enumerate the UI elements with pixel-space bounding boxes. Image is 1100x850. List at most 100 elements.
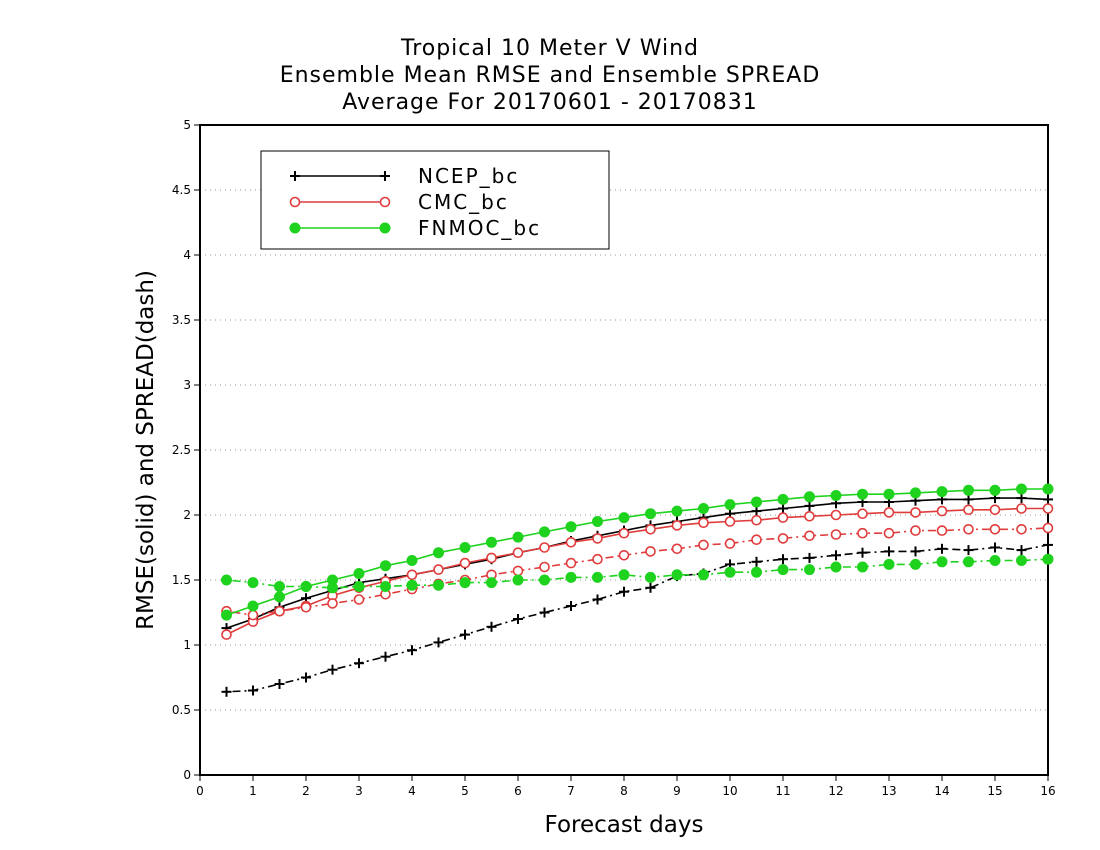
x-tick-label: 2 <box>302 784 310 798</box>
cmc-bc-spread-point <box>247 609 259 621</box>
fnmoc-bc-spread-point <box>830 561 842 573</box>
fnmoc-bc-rmse-point <box>963 484 974 496</box>
fnmoc-bc-rmse-point <box>777 493 789 505</box>
fnmoc-bc-spread-point <box>512 574 524 586</box>
x-tick-label: 5 <box>461 784 469 798</box>
fnmoc-bc-rmse-point <box>433 547 444 559</box>
x-tick-label: 3 <box>355 784 363 798</box>
cmc-bc-spread-point <box>618 549 630 561</box>
fnmoc-bc-rmse-line <box>226 488 1048 616</box>
ncep-bc-rmse-point <box>804 500 815 511</box>
cmc-bc-rmse-point <box>751 514 762 526</box>
fnmoc-bc-rmse-point <box>1042 483 1054 495</box>
cmc-bc-rmse-point <box>989 504 1001 516</box>
fnmoc-bc-spread-point <box>804 564 815 576</box>
y-tick-label: 0.5 <box>172 703 191 717</box>
fnmoc-bc-rmse-point <box>539 526 550 538</box>
fnmoc-bc-rmse-point <box>592 516 603 527</box>
cmc-bc-spread-point <box>883 527 895 539</box>
cmc-bc-rmse-point <box>698 517 709 529</box>
fnmoc-bc-spread-point <box>910 558 921 570</box>
fnmoc-bc-rmse-point <box>353 568 365 579</box>
cmc-bc-rmse-point <box>645 523 656 535</box>
ncep-bc-rmse-point <box>751 506 762 517</box>
fnmoc-bc-rmse-point <box>883 488 895 500</box>
fnmoc-bc-rmse-point <box>671 505 683 517</box>
fnmoc-bc-spread-point <box>618 569 630 581</box>
x-tick-label: 4 <box>408 784 416 798</box>
fnmoc-bc-rmse-point <box>406 555 418 566</box>
y-tick-label: 3 <box>183 378 191 392</box>
cmc-bc-spread-point <box>1016 523 1027 535</box>
y-tick-label: 2.5 <box>172 443 191 457</box>
cmc-bc-spread-point <box>910 525 921 536</box>
fnmoc-bc-spread-point <box>671 569 683 581</box>
ncep-bc-spread-point <box>407 645 417 656</box>
fnmoc-bc-rmse-point <box>989 484 1001 496</box>
ncep-bc-spread-line <box>226 544 1049 693</box>
x-tick-label: 9 <box>673 784 681 798</box>
chart-title-line-3: Average For 20170601 - 20170831 <box>342 90 758 115</box>
fnmoc-bc-spread-point <box>936 556 948 568</box>
fnmoc-bc-spread-point <box>1042 553 1054 565</box>
cmc-bc-rmse-point <box>1016 503 1027 514</box>
cmc-bc-rmse-point <box>565 536 577 548</box>
y-tick-label: 0 <box>183 768 191 782</box>
ncep-bc-spread-point <box>778 554 788 565</box>
x-tick-label: 12 <box>828 784 843 798</box>
cmc-bc-rmse-point <box>963 504 974 516</box>
cmc-bc-spread-point <box>539 561 550 573</box>
legend-label-ncep-bc: NCEP_bc <box>418 164 519 188</box>
ncep-bc-rmse-line <box>226 497 1049 629</box>
cmc-bc-spread-point <box>565 557 577 569</box>
fnmoc-bc-spread-point <box>989 555 1001 566</box>
cmc-bc-rmse-point <box>486 552 497 564</box>
x-tick-label: 11 <box>775 784 790 798</box>
fnmoc-bc-spread-point <box>857 561 868 573</box>
y-tick-label: 1 <box>183 638 191 652</box>
x-tick-label: 8 <box>620 784 628 798</box>
y-tick-label: 5 <box>183 118 191 132</box>
fnmoc-bc-spread-point <box>751 566 762 578</box>
legend-box <box>260 150 610 250</box>
cmc-bc-rmse-point <box>777 512 789 523</box>
legend-marker-cmc-bc <box>289 196 301 208</box>
legend-label-fnmoc-bc: FNMOC_bc <box>418 216 541 240</box>
fnmoc-bc-spread-point <box>486 577 497 589</box>
ncep-bc-spread-point <box>990 542 1000 553</box>
fnmoc-bc-spread-point <box>247 577 259 589</box>
x-tick-label: 10 <box>722 784 737 798</box>
fnmoc-bc-rmse-point <box>804 491 815 503</box>
y-tick-label: 3.5 <box>172 313 191 327</box>
fnmoc-bc-rmse-point <box>645 508 656 520</box>
chart-title-line-2: Ensemble Mean RMSE and Ensemble SPREAD <box>279 63 821 88</box>
fnmoc-bc-spread-point <box>963 556 974 568</box>
fnmoc-bc-spread-point <box>539 574 550 586</box>
fnmoc-bc-rmse-point <box>857 488 868 500</box>
ncep-bc-rmse-point <box>778 503 788 514</box>
legend-marker-ncep-bc <box>290 171 300 181</box>
x-tick-label: 1 <box>249 784 257 798</box>
legend-marker-fnmoc-bc <box>379 222 391 234</box>
cmc-bc-spread-point <box>1042 522 1054 534</box>
fnmoc-bc-spread-point <box>592 571 603 583</box>
ncep-bc-spread-point <box>910 546 921 557</box>
cmc-bc-rmse-point <box>221 629 232 640</box>
fnmoc-bc-spread-point <box>300 581 312 592</box>
fnmoc-bc-spread-point <box>406 579 418 591</box>
ncep-bc-spread-point <box>566 601 576 611</box>
fnmoc-bc-spread-point <box>327 582 338 594</box>
fnmoc-bc-spread-point <box>380 581 391 592</box>
ncep-bc-spread-point <box>857 547 868 558</box>
ncep-bc-spread-point <box>1016 545 1027 556</box>
cmc-bc-spread-point <box>300 601 312 613</box>
fnmoc-bc-spread-point <box>645 571 656 583</box>
ncep-bc-spread-point <box>751 556 762 567</box>
x-tick-label: 0 <box>196 784 204 798</box>
cmc-bc-rmse-point <box>433 564 444 575</box>
cmc-bc-spread-point <box>989 523 1001 535</box>
ncep-bc-spread-point <box>486 621 497 632</box>
fnmoc-bc-spread-point <box>221 574 232 586</box>
